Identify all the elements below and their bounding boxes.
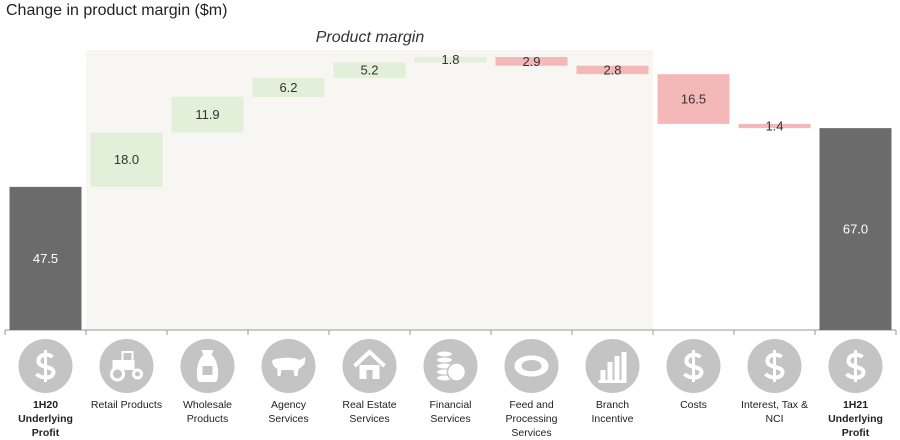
value-label: 1.8 (441, 52, 459, 67)
category-label: Branch Incentive (591, 399, 634, 425)
icon (683, 350, 704, 382)
category-label: Costs (680, 399, 707, 411)
icon-glyph (621, 352, 627, 380)
icon-glyph (121, 351, 134, 362)
bar (576, 65, 649, 75)
bar (819, 128, 892, 330)
icon (353, 349, 386, 379)
value-label: 2.9 (522, 54, 540, 69)
icon-glyph (598, 380, 627, 383)
icon (436, 350, 467, 382)
icon-glyph (521, 360, 542, 372)
icon (272, 357, 306, 376)
region-shade (86, 50, 653, 330)
bar (495, 57, 568, 66)
category-label: Agency Services (268, 399, 309, 425)
value-label: 1.4 (765, 118, 783, 133)
category-label: Real Estate Services (342, 399, 397, 425)
category-label: Retail Products (90, 399, 163, 411)
icon-glyph (132, 368, 143, 380)
icon-glyph (272, 357, 306, 376)
value-label: 67.0 (843, 221, 868, 236)
icon-glyph (112, 360, 135, 370)
value-label: 5.2 (360, 63, 378, 78)
value-label: 6.2 (279, 80, 297, 95)
value-label: 2.8 (603, 62, 621, 77)
icon (35, 350, 56, 382)
icon-glyph (202, 366, 213, 375)
bar (414, 57, 487, 63)
bar (90, 132, 163, 187)
annotation: Product margin (316, 29, 425, 46)
bar (333, 62, 406, 79)
icon (598, 352, 627, 383)
icon-glyph (607, 362, 613, 380)
icon-glyph (110, 366, 125, 382)
icon-glyph (614, 356, 620, 380)
icon (764, 350, 785, 382)
icon-glyph (436, 350, 453, 358)
category-label: 1H21 Underlying Profit (828, 399, 883, 439)
icon-glyph (436, 356, 453, 364)
bar (738, 123, 811, 129)
category-label: Financial Services (429, 399, 472, 425)
icon-glyph (446, 362, 467, 382)
icon (196, 350, 219, 382)
icon-glyph (353, 349, 386, 368)
value-label: 16.5 (681, 91, 706, 106)
chart-title: Change in product margin ($m) (6, 2, 228, 19)
category-label: Wholesale Products (182, 399, 233, 425)
bar (657, 74, 730, 124)
icon-glyph (600, 370, 606, 380)
category-label: Feed and Processing Services (505, 399, 558, 439)
value-label: 18.0 (114, 152, 139, 167)
category-label: Interest, Tax & NCI (741, 399, 808, 425)
icon (110, 351, 143, 382)
icon (845, 350, 866, 382)
category-label: 1H20 Underlying Profit (18, 399, 73, 439)
icon-glyph (366, 370, 373, 379)
value-label: 11.9 (195, 107, 219, 122)
value-label: 47.5 (33, 251, 58, 266)
icon (514, 355, 549, 377)
bar (9, 186, 82, 330)
bar (171, 96, 244, 133)
bar (252, 78, 325, 97)
